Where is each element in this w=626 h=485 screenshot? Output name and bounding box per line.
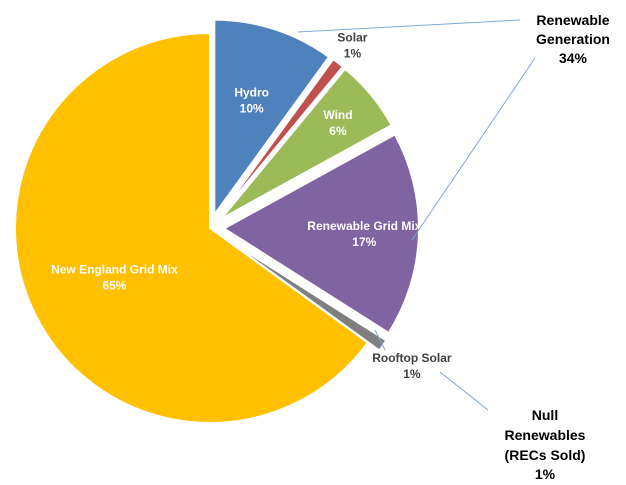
slice-value-renewable-grid-mix: 17%: [352, 235, 376, 249]
slice-label-new-england-grid-mix: New England Grid Mix: [51, 263, 178, 277]
callout-null-line-1: Null: [532, 407, 558, 423]
slice-value-wind: 6%: [329, 124, 347, 138]
slice-label-renewable-grid-mix: Renewable Grid Mix: [307, 219, 421, 233]
callout-null-renewables: Null Renewables (RECs Sold) 1%: [505, 407, 586, 482]
leader-line-renewable-top: [297, 19, 521, 33]
callout-renewable-line-3: 34%: [559, 50, 588, 66]
slice-label-rooftop-solar: Rooftop Solar: [372, 351, 452, 365]
pie-slice-renewable-grid-mix: [222, 133, 420, 335]
slice-labels: Hydro 10% Solar 1% Wind 6% Renewable Grid Mix 1…: [51, 30, 452, 381]
slice-label-hydro: Hydro: [234, 86, 269, 100]
slice-value-rooftop-solar: 1%: [403, 367, 421, 381]
slice-label-solar: Solar: [337, 30, 367, 44]
callout-renewable-line-1: Renewable: [536, 12, 609, 28]
callout-null-line-4: 1%: [535, 466, 556, 482]
callout-renewable-generation: Renewable Generation 34%: [536, 12, 610, 66]
pie-slice-hydro: [213, 18, 331, 218]
callout-null-line-3: (RECs Sold): [505, 447, 586, 463]
pie-slice-solar: [217, 57, 345, 218]
pie-slices: [14, 18, 420, 424]
slice-value-new-england-grid-mix: 65%: [102, 279, 126, 293]
callout-null-line-2: Renewables: [505, 427, 586, 443]
pie-slice-new-england-grid-mix: [14, 31, 370, 424]
callout-renewable-line-2: Generation: [536, 31, 610, 47]
leader-line-null: [439, 371, 489, 411]
slice-value-hydro: 10%: [240, 102, 264, 116]
slice-value-solar: 1%: [344, 46, 362, 60]
pie-slice-wind: [220, 67, 394, 220]
slice-label-wind: Wind: [323, 108, 352, 122]
leader-line-rooftop: [374, 329, 386, 351]
leader-line-renewable-bottom: [411, 57, 536, 241]
